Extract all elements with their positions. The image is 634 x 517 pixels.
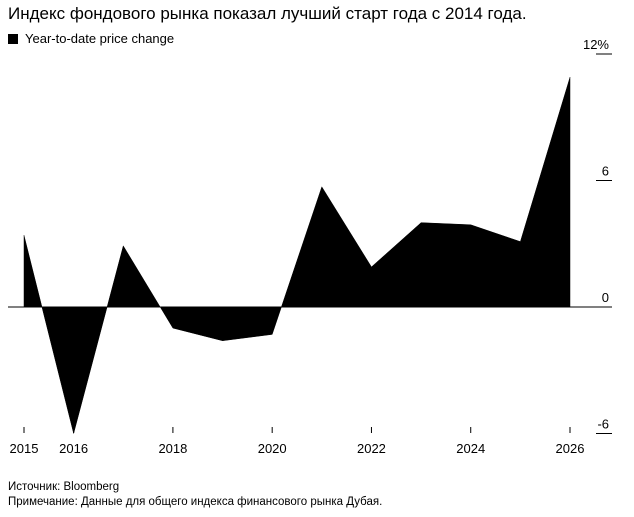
x-tick-label: 2020 (258, 441, 287, 456)
legend: Year-to-date price change (8, 31, 174, 46)
x-tick-label: 2022 (357, 441, 386, 456)
y-tick-label: 6 (602, 164, 609, 179)
y-tick-label: 12% (583, 37, 609, 52)
tick-layer: 2015 2016 2018 2020 2022 2024 2026 12% 6 0 -6 (10, 37, 612, 456)
legend-label: Year-to-date price change (25, 31, 175, 46)
footnote: Примечание: Данные для общего индекса фи… (8, 496, 383, 508)
chart-title: Индекс фондового рынка показал лучший ст… (8, 4, 527, 23)
area-layer (23, 77, 571, 434)
x-tick-label: 2024 (456, 441, 485, 456)
x-tick-label: 2015 (10, 441, 39, 456)
source-note: Источник: Bloomberg (8, 481, 120, 493)
x-tick-label: 2016 (59, 441, 88, 456)
x-tick-label: 2026 (556, 441, 585, 456)
x-tick-label: 2018 (158, 441, 187, 456)
y-tick-label: -6 (597, 417, 609, 432)
legend-swatch (8, 33, 18, 44)
area-series (23, 77, 571, 434)
y-tick-label: 0 (602, 290, 609, 305)
